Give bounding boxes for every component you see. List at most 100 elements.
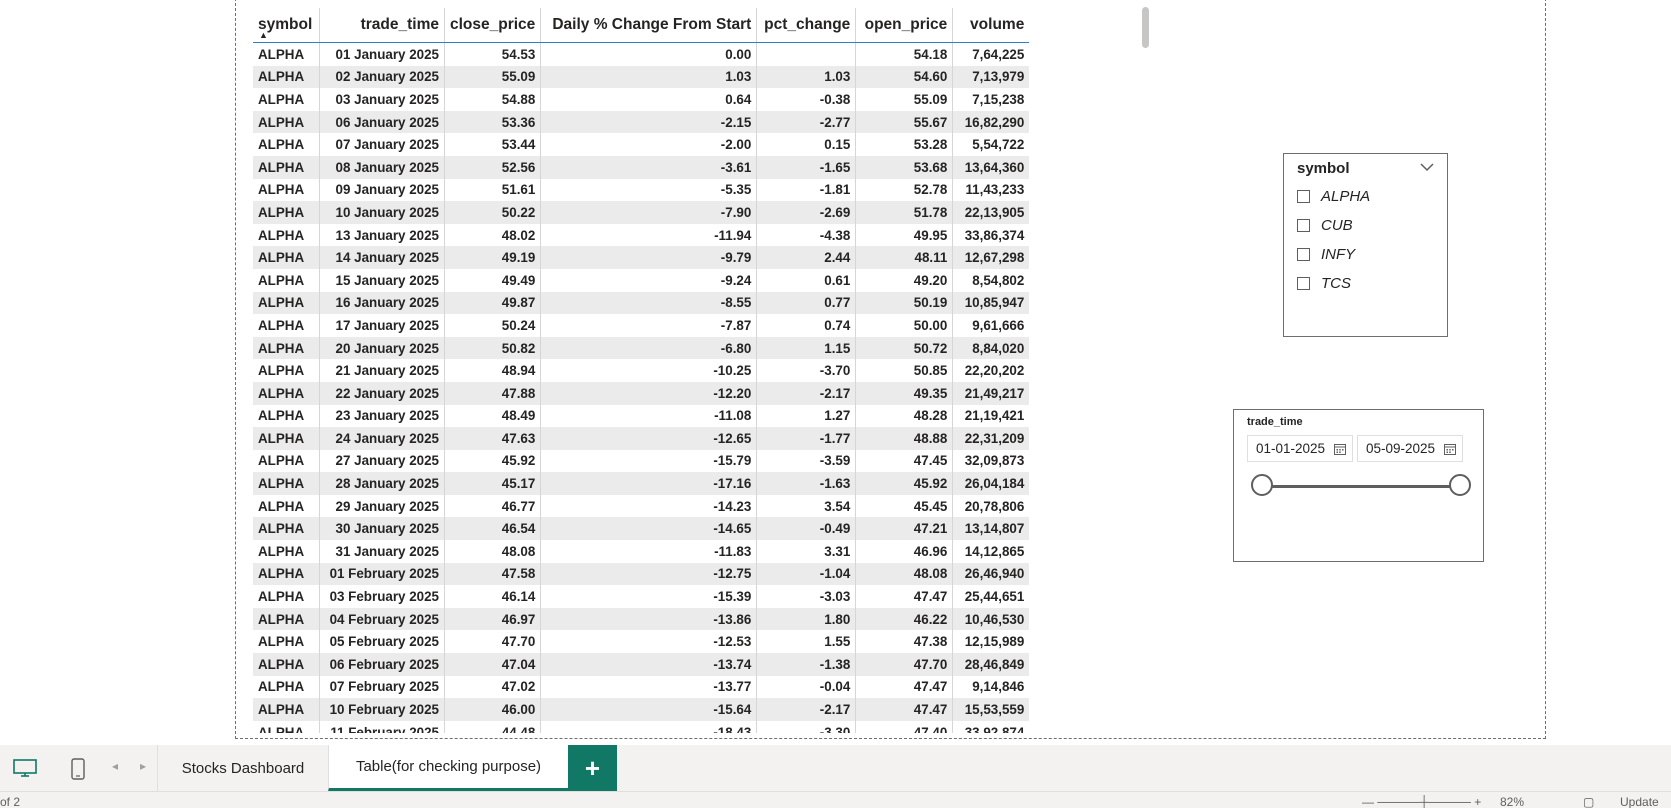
column-header-pct-change[interactable]: pct_change bbox=[756, 8, 857, 43]
cell-symbol: ALPHA bbox=[253, 110, 320, 134]
cell-symbol: ALPHA bbox=[253, 472, 320, 495]
slicer-item-alpha[interactable]: ALPHA bbox=[1297, 186, 1370, 206]
sort-ascending-icon[interactable]: ▲ bbox=[259, 30, 268, 40]
table-scrollbar[interactable] bbox=[1142, 7, 1149, 48]
cell-trade-time: 01 January 2025 bbox=[319, 42, 445, 66]
symbol-slicer[interactable]: symbol ALPHA CUB INFY TCS bbox=[1283, 153, 1448, 337]
table-row[interactable]: ALPHA 30 January 2025 46.54 -14.65 -0.49 47.2… bbox=[253, 517, 1030, 541]
table-row[interactable]: ALPHA 06 January 2025 53.36 -2.15 -2.77 55.67… bbox=[253, 110, 1030, 134]
cell-trade-time: 10 February 2025 bbox=[319, 698, 445, 721]
zoom-slider[interactable]: — ─────┼───── + bbox=[1362, 795, 1482, 808]
date-range-slicer[interactable]: trade_time 01-01-2025 05-09-2025 bbox=[1233, 409, 1484, 562]
table-row[interactable]: ALPHA 27 January 2025 45.92 -15.79 -3.59 47.4… bbox=[253, 449, 1029, 473]
table-row[interactable]: ALPHA 11 February 2025 44.48 -18.43 -3.30 47.… bbox=[253, 720, 1029, 733]
table-row[interactable]: ALPHA 28 January 2025 45.17 -17.16 -1.63 45.9… bbox=[253, 472, 1030, 495]
table-row[interactable]: ALPHA 23 January 2025 48.49 -11.08 1.27 48.28… bbox=[253, 404, 1029, 428]
table-row[interactable]: ALPHA 21 January 2025 48.94 -10.25 -3.70 50.8… bbox=[253, 359, 1029, 382]
table-visual[interactable]: symbol ▲ trade_time close_price Daily % C… bbox=[253, 8, 1033, 733]
cell-open-price: 54.18 bbox=[855, 42, 954, 66]
slicer-item-tcs[interactable]: TCS bbox=[1297, 273, 1351, 293]
cell-close-price: 47.58 bbox=[444, 562, 542, 586]
tab-table-checking[interactable]: Table(for checking purpose) bbox=[328, 745, 568, 791]
chevron-down-icon[interactable] bbox=[1419, 160, 1435, 174]
table-row[interactable]: ALPHA 14 January 2025 49.19 -9.79 2.44 48.11 1… bbox=[253, 246, 1030, 269]
column-header-daily-change[interactable]: Daily % Change From Start bbox=[540, 8, 758, 43]
table-row[interactable]: ALPHA 01 January 2025 54.53 0.00 54.18 7,64,2… bbox=[253, 42, 1029, 66]
cell-volume: 11,43,233 bbox=[965, 182, 1025, 198]
table-row[interactable]: ALPHA 13 January 2025 48.02 -11.94 -4.38 49.9… bbox=[253, 223, 1029, 247]
cell-open-price: 51.78 bbox=[855, 201, 954, 224]
table-row[interactable]: ALPHA 31 January 2025 48.08 -11.83 3.31 46.96… bbox=[253, 540, 1029, 563]
table-row[interactable]: ALPHA 20 January 2025 50.82 -6.80 1.15 50.72 8… bbox=[253, 336, 1030, 360]
cell-daily-change: -14.65 bbox=[540, 517, 758, 541]
cell-symbol: ALPHA bbox=[253, 517, 320, 541]
table-row[interactable]: ALPHA 03 January 2025 54.88 0.64 -0.38 55.09 7… bbox=[253, 88, 1029, 111]
calendar-icon[interactable] bbox=[1334, 443, 1346, 455]
slicer-item-infy[interactable]: INFY bbox=[1297, 244, 1355, 264]
table-row[interactable]: ALPHA 07 February 2025 47.02 -13.77 -0.04 47.… bbox=[253, 675, 1029, 699]
checkbox[interactable] bbox=[1297, 218, 1310, 232]
cell-open-price: 52.78 bbox=[855, 178, 954, 202]
cell-trade-time: 07 February 2025 bbox=[319, 675, 445, 699]
range-slider-end-handle[interactable] bbox=[1449, 474, 1471, 496]
cell-close-price: 48.49 bbox=[444, 404, 542, 428]
column-header-label: symbol bbox=[258, 16, 313, 33]
table-row[interactable]: ALPHA 15 January 2025 49.49 -9.24 0.61 49.20 8… bbox=[253, 268, 1029, 292]
column-header-close-price[interactable]: close_price bbox=[444, 8, 542, 43]
cell-trade-time: 15 January 2025 bbox=[319, 268, 445, 292]
range-slider-start-handle[interactable] bbox=[1251, 474, 1273, 496]
cell-trade-time: 03 January 2025 bbox=[319, 88, 445, 111]
table-row[interactable]: ALPHA 08 January 2025 52.56 -3.61 -1.65 53.68… bbox=[253, 155, 1030, 179]
table-row[interactable]: ALPHA 24 January 2025 47.63 -12.65 -1.77 48.8… bbox=[253, 427, 1030, 450]
status-bar: of 2 — ─────┼───── + 82% ▢ Update bbox=[0, 791, 1671, 808]
table-row[interactable]: ALPHA 05 February 2025 47.70 -12.53 1.55 47.3… bbox=[253, 630, 1029, 654]
chevron-right-icon[interactable]: ▸ bbox=[140, 759, 147, 773]
cell-volume: 25,44,651 bbox=[964, 589, 1025, 605]
table-row[interactable]: ALPHA 09 January 2025 51.61 -5.35 -1.81 52.78… bbox=[253, 178, 1029, 202]
column-header-symbol[interactable]: symbol ▲ bbox=[253, 8, 320, 43]
cell-trade-time: 24 January 2025 bbox=[319, 427, 445, 450]
cell-trade-time: 03 February 2025 bbox=[319, 585, 445, 608]
cell-symbol: ALPHA bbox=[253, 336, 320, 360]
checkbox[interactable] bbox=[1297, 189, 1310, 203]
zoom-level[interactable]: 82% bbox=[1500, 795, 1525, 808]
cell-daily-change: -5.35 bbox=[540, 178, 758, 202]
checkbox[interactable] bbox=[1297, 247, 1310, 261]
table-row[interactable]: ALPHA 01 February 2025 47.58 -12.75 -1.04 48.… bbox=[253, 562, 1030, 586]
tab-stocks-dashboard[interactable]: Stocks Dashboard bbox=[157, 745, 328, 791]
range-slider-track[interactable] bbox=[1262, 485, 1460, 488]
start-date-input[interactable]: 01-01-2025 bbox=[1247, 435, 1353, 462]
slicer-item-cub[interactable]: CUB bbox=[1297, 215, 1353, 235]
cell-daily-change: 0.00 bbox=[540, 42, 758, 66]
cell-volume: 20,78,806 bbox=[964, 498, 1025, 514]
table-row[interactable]: ALPHA 17 January 2025 50.24 -7.87 0.74 50.00 9… bbox=[253, 314, 1029, 337]
table-row[interactable]: ALPHA 03 February 2025 46.14 -15.39 -3.03 47.… bbox=[253, 585, 1029, 608]
cell-pct-change: -1.77 bbox=[756, 427, 857, 450]
column-header-open-price[interactable]: open_price bbox=[855, 8, 954, 43]
cell-trade-time: 02 January 2025 bbox=[319, 65, 445, 89]
cell-volume: 33,92,874 bbox=[964, 724, 1025, 733]
checkbox[interactable] bbox=[1297, 276, 1310, 290]
table-row[interactable]: ALPHA 10 January 2025 50.22 -7.90 -2.69 51.78… bbox=[253, 201, 1030, 224]
table-row[interactable]: ALPHA 29 January 2025 46.77 -14.23 3.54 45.45… bbox=[253, 494, 1029, 518]
mobile-view-icon[interactable] bbox=[70, 758, 86, 780]
table-row[interactable]: ALPHA 10 February 2025 46.00 -15.64 -2.17 47.… bbox=[253, 698, 1030, 721]
table-row[interactable]: ALPHA 07 January 2025 53.44 -2.00 0.15 53.28 5… bbox=[253, 133, 1029, 156]
table-row[interactable]: ALPHA 04 February 2025 46.97 -13.86 1.80 46.2… bbox=[253, 607, 1030, 631]
add-page-button[interactable]: + bbox=[568, 745, 617, 791]
fit-page-icon[interactable]: ▢ bbox=[1583, 795, 1595, 808]
table-row[interactable]: ALPHA 22 January 2025 47.88 -12.20 -2.17 49.3… bbox=[253, 381, 1030, 405]
end-date-input[interactable]: 05-09-2025 bbox=[1357, 435, 1463, 462]
column-header-volume[interactable]: volume bbox=[952, 8, 1030, 43]
column-header-trade-time[interactable]: trade_time bbox=[319, 8, 445, 43]
chevron-left-icon[interactable]: ◂ bbox=[112, 759, 119, 773]
cell-close-price: 48.08 bbox=[444, 540, 542, 563]
calendar-icon[interactable] bbox=[1444, 443, 1456, 455]
cell-symbol: ALPHA bbox=[253, 133, 320, 156]
desktop-view-icon[interactable] bbox=[12, 758, 38, 778]
cell-open-price: 48.08 bbox=[855, 562, 954, 586]
update-status[interactable]: Update bbox=[1620, 795, 1659, 808]
table-row[interactable]: ALPHA 06 February 2025 47.04 -13.74 -1.38 47.… bbox=[253, 653, 1030, 676]
table-row[interactable]: ALPHA 02 January 2025 55.09 1.03 1.03 54.60 7,… bbox=[253, 65, 1030, 89]
table-row[interactable]: ALPHA 16 January 2025 49.87 -8.55 0.77 50.19 1… bbox=[253, 291, 1030, 315]
